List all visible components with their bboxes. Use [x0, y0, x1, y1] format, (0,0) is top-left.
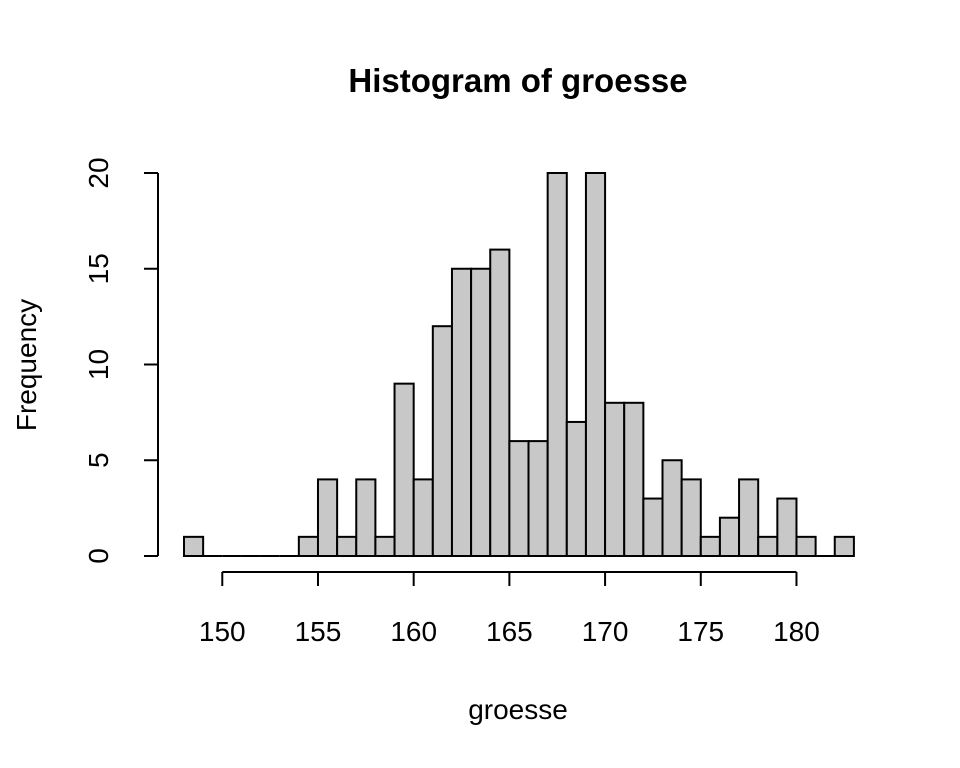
y-axis: 0 5 10 15 20 [83, 157, 159, 564]
x-tick-label: 155 [295, 616, 342, 647]
histogram-bar [584, 172, 607, 557]
histogram-bar [680, 478, 702, 557]
x-axis-label: groesse [468, 694, 568, 725]
histogram-bar [795, 535, 817, 557]
histogram-bar [527, 440, 549, 558]
x-tick-label: 165 [486, 616, 533, 647]
bars-group [183, 172, 855, 558]
histogram-bar [757, 535, 779, 557]
histogram-bar [183, 535, 205, 557]
histogram-bar [565, 420, 587, 558]
histogram-bar [336, 535, 358, 557]
y-tick-label: 10 [83, 349, 114, 380]
histogram-bar [661, 459, 683, 557]
histogram-bar [833, 535, 855, 557]
histogram-bar [393, 382, 415, 557]
x-tick-label: 170 [582, 616, 629, 647]
x-tick-label: 160 [390, 616, 437, 647]
y-tick-label: 20 [83, 157, 114, 188]
x-tick-label: 175 [677, 616, 724, 647]
x-tick-label: 180 [773, 616, 820, 647]
histogram-bar [738, 478, 760, 557]
histogram-bar [450, 267, 473, 557]
histogram-bar [508, 440, 530, 558]
y-axis-label: Frequency [11, 299, 42, 431]
histogram-bar [374, 535, 396, 557]
histogram-bar [718, 516, 741, 558]
histogram-bar [546, 172, 568, 557]
x-tick-label: 150 [199, 616, 246, 647]
histogram-bar [642, 497, 664, 557]
histogram-bar [699, 535, 721, 557]
histogram-bar [623, 401, 645, 557]
histogram-bar [316, 478, 339, 557]
chart-title: Histogram of groesse [348, 62, 687, 99]
histogram-bar [604, 401, 626, 557]
y-tick-label: 0 [83, 548, 114, 564]
x-axis: 150 155 160 165 170 175 180 [199, 571, 820, 647]
histogram-bar [776, 497, 798, 557]
histogram-bar [297, 535, 319, 557]
y-tick-label: 15 [83, 253, 114, 284]
y-tick-label: 5 [83, 452, 114, 468]
histogram-bar [431, 325, 453, 558]
histogram-bar [489, 248, 511, 557]
histogram-bar [355, 478, 377, 557]
histogram-bar [412, 478, 434, 557]
histogram-bar [470, 267, 492, 557]
